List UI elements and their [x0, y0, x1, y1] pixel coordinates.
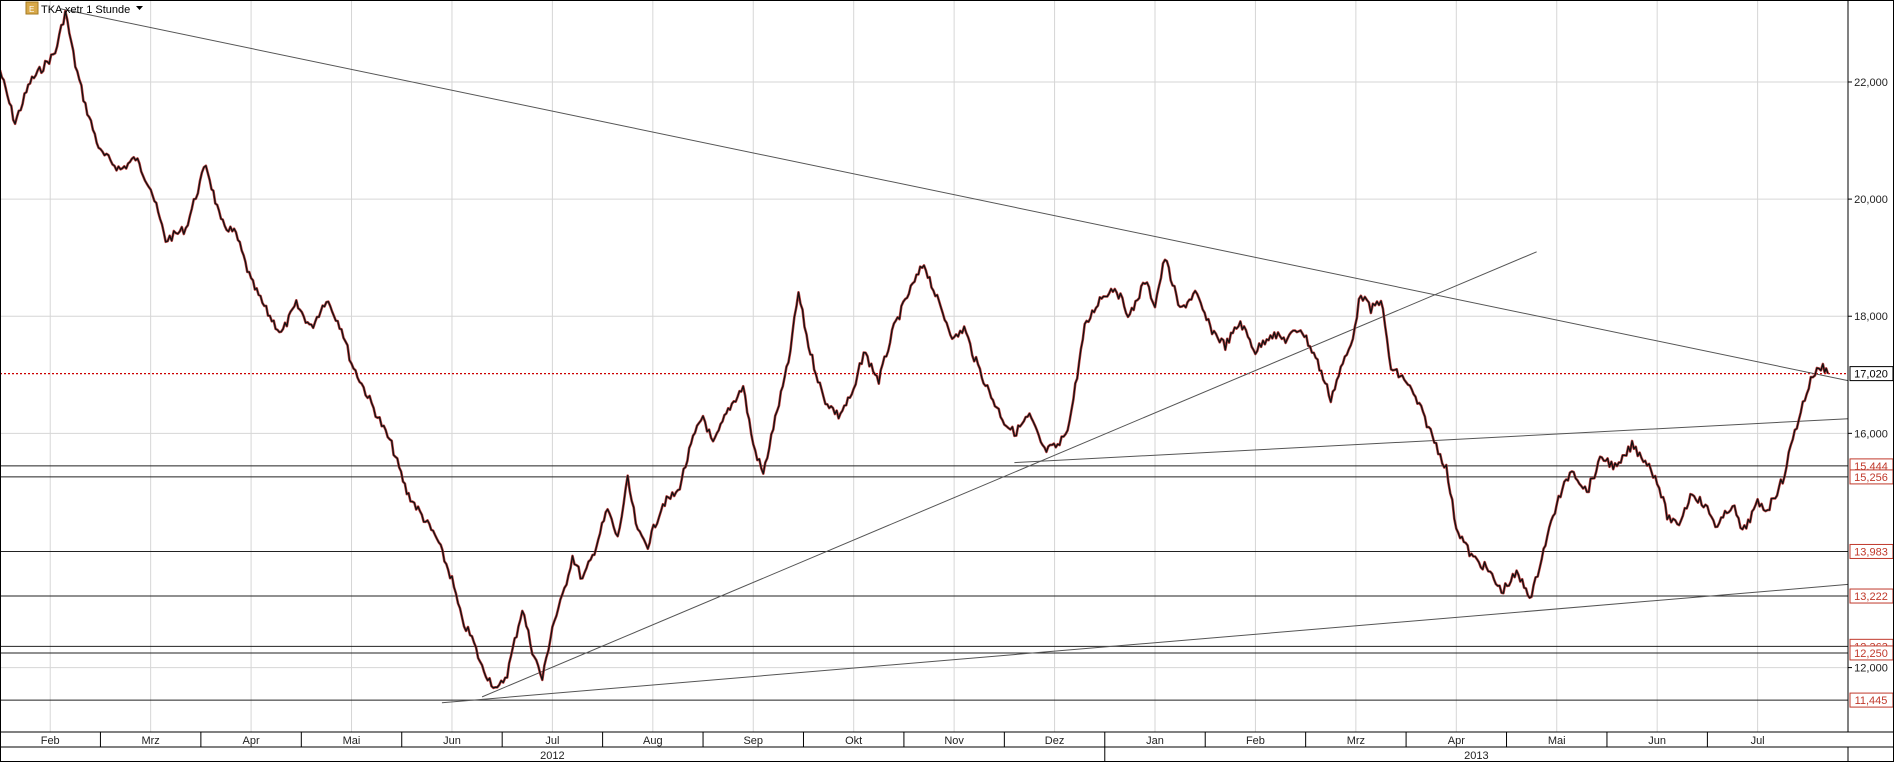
- chart-title[interactable]: TKA xetr 1 Stunde: [41, 4, 130, 16]
- trendlines: [60, 8, 1849, 704]
- x-tick-label: Feb: [1246, 735, 1265, 747]
- x-tick-label: Mai: [343, 735, 361, 747]
- trendline: [60, 8, 1849, 382]
- y-tick-label: 20,000: [1854, 194, 1888, 206]
- level-label: 13,983: [1854, 546, 1888, 558]
- x-tick-label: Jun: [443, 735, 461, 747]
- x-tick-label: Okt: [845, 735, 862, 747]
- x-tick-label: Dez: [1045, 735, 1065, 747]
- x-tick-label: Mrz: [1347, 735, 1365, 747]
- x-tick-label: Apr: [1448, 735, 1465, 747]
- chevron-down-icon[interactable]: [136, 6, 143, 10]
- x-tick-label: Jul: [545, 735, 559, 747]
- price-series: [0, 9, 1830, 690]
- y-tick-label: 12,000: [1854, 663, 1888, 675]
- horizontal-levels: 15,44415,25613,98313,22212,36312,25011,4…: [0, 366, 1894, 708]
- x-tick-label: Jan: [1146, 735, 1164, 747]
- y-tick-label: 18,000: [1854, 311, 1888, 323]
- x-tick-label: Jul: [1751, 735, 1765, 747]
- level-label: 13,222: [1854, 591, 1888, 603]
- current-price-label: 17,020: [1854, 369, 1888, 381]
- trendline: [1014, 418, 1849, 464]
- instrument-icon[interactable]: [25, 1, 39, 15]
- year-label: 2013: [1464, 750, 1488, 762]
- instrument-icon-glyph: E: [29, 5, 34, 14]
- year-label: 2012: [540, 750, 564, 762]
- level-label: 15,256: [1854, 472, 1888, 484]
- x-tick-label: Sep: [743, 735, 763, 747]
- x-tick-label: Aug: [643, 735, 663, 747]
- x-tick-label: Feb: [41, 735, 60, 747]
- y-tick-label: 22,000: [1854, 77, 1888, 89]
- grid-layer: [0, 0, 1848, 732]
- x-tick-label: Mrz: [141, 735, 159, 747]
- x-tick-label: Mai: [1548, 735, 1566, 747]
- y-tick-label: 16,000: [1854, 428, 1888, 440]
- price-line: [0, 10, 1829, 689]
- level-label: 12,250: [1854, 648, 1888, 660]
- chart-title-group[interactable]: E TKA xetr 1 Stunde: [25, 1, 143, 16]
- x-tick-label: Apr: [243, 735, 260, 747]
- trendline: [441, 583, 1849, 704]
- x-tick-label: Nov: [944, 735, 964, 747]
- trendline: [481, 251, 1537, 698]
- level-label: 11,445: [1855, 695, 1888, 707]
- x-tick-label: Jun: [1648, 735, 1666, 747]
